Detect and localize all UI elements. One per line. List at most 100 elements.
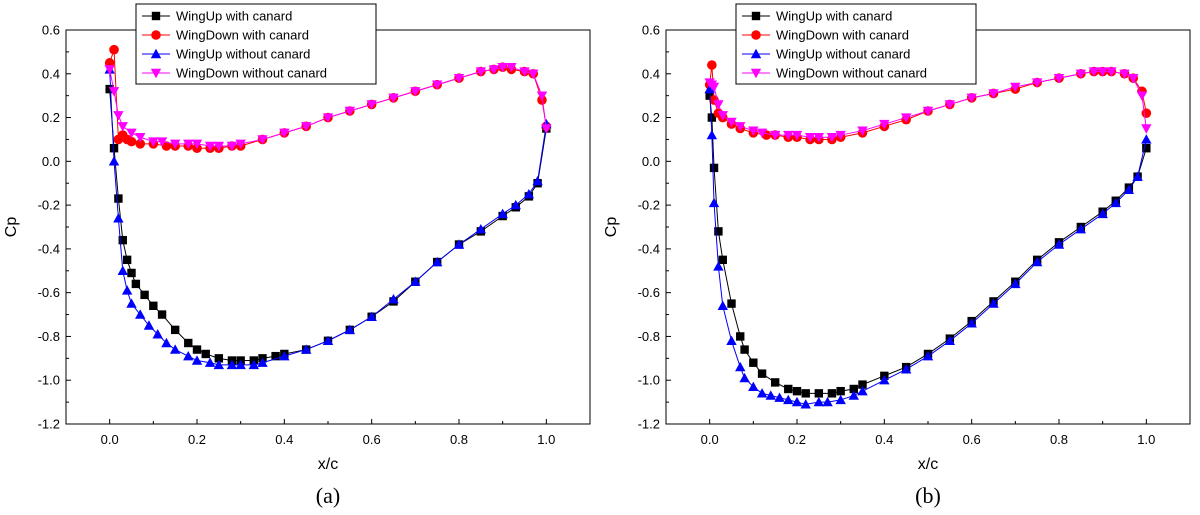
- x-tick-label: 0.2: [188, 432, 206, 447]
- series-square: [105, 84, 551, 365]
- data-point: [784, 384, 793, 394]
- x-tick-label: 0.0: [101, 432, 119, 447]
- data-point: [704, 83, 715, 94]
- data-point: [827, 389, 837, 398]
- data-point: [748, 126, 759, 136]
- data-point: [857, 385, 868, 396]
- x-tick-label: 0.6: [363, 432, 381, 447]
- y-tick-label: -1.2: [38, 417, 60, 432]
- data-point: [117, 122, 128, 132]
- data-point: [1142, 144, 1151, 153]
- y-tick-label: -0.8: [638, 329, 660, 344]
- data-point: [1119, 69, 1130, 79]
- data-point: [726, 117, 737, 128]
- x-axis-title: x/c: [318, 456, 338, 473]
- data-point: [822, 396, 833, 407]
- data-point: [879, 119, 890, 130]
- series-triangle-up: [104, 64, 552, 370]
- data-point: [121, 285, 133, 295]
- data-point: [248, 359, 259, 370]
- data-point: [749, 358, 758, 367]
- x-tick-label: 0.4: [275, 432, 293, 447]
- data-point: [1088, 67, 1100, 77]
- data-point: [366, 100, 377, 110]
- data-point: [213, 141, 225, 152]
- data-point: [523, 188, 535, 199]
- data-point: [300, 122, 312, 132]
- legend-marker: [750, 48, 762, 59]
- x-tick-label: 1.0: [537, 432, 555, 447]
- data-point: [157, 310, 167, 319]
- data-point: [184, 338, 193, 348]
- plot-frame: [65, 29, 591, 425]
- data-point: [1053, 239, 1065, 249]
- data-point: [713, 261, 724, 271]
- legend-label: WingDown with canard: [176, 28, 309, 43]
- data-point: [135, 139, 146, 149]
- data-point: [944, 100, 956, 110]
- data-point: [506, 63, 517, 73]
- data-point: [497, 63, 508, 73]
- data-point: [879, 375, 890, 385]
- data-point: [453, 73, 465, 84]
- data-point: [718, 255, 727, 265]
- data-point: [122, 255, 132, 265]
- data-point: [1097, 208, 1108, 219]
- data-point: [765, 390, 776, 400]
- data-point: [497, 208, 508, 219]
- x-tick-label: 0.0: [701, 432, 719, 447]
- data-point: [735, 361, 746, 372]
- chart-a: 0.6 0.4 0.2 0.0 -0.2 -0.4 -0.6 -0.8 -1.0 -1.2 0.0 0…: [3, 3, 591, 508]
- data-point: [783, 394, 794, 405]
- data-point: [271, 351, 280, 361]
- legend-marker: [150, 68, 162, 79]
- legend: WingUp with canard WingDown with canard Wi…: [735, 3, 977, 85]
- data-point: [709, 163, 719, 173]
- data-point: [388, 93, 399, 104]
- data-point: [717, 111, 728, 121]
- data-point: [836, 386, 845, 396]
- data-point: [431, 80, 443, 90]
- data-point: [1075, 69, 1087, 79]
- data-point: [192, 345, 202, 354]
- chart-b: 0.6 0.4 0.2 0.0 -0.2 -0.4 -0.6 -0.8 -1.0 -1.2 0.0 0…: [603, 3, 1191, 508]
- data-point: [183, 139, 194, 150]
- data-point: [791, 130, 803, 141]
- data-point: [143, 320, 155, 330]
- data-point: [126, 136, 137, 147]
- data-point: [105, 84, 114, 94]
- data-point: [191, 139, 203, 150]
- data-point: [739, 372, 750, 383]
- data-point: [714, 227, 723, 236]
- y-tick-label: 0.4: [642, 66, 660, 81]
- y-tick-label: 0.0: [642, 154, 660, 169]
- data-point: [113, 213, 124, 223]
- legend-label: WingUp without canard: [176, 47, 310, 62]
- y-tick-label: 0.0: [42, 154, 60, 169]
- chart-panel-a: 0.6 0.4 0.2 0.0 -0.2 -0.4 -0.6 -0.8 -1.0 -1.2 0.0 0…: [3, 3, 591, 508]
- y-axis-title: Cp: [3, 217, 20, 238]
- data-point: [800, 399, 811, 409]
- data-point: [757, 369, 767, 378]
- data-point: [706, 129, 718, 140]
- series-line: [109, 69, 547, 366]
- data-point: [126, 128, 137, 139]
- data-point: [770, 378, 780, 387]
- data-point: [736, 332, 745, 341]
- data-point: [783, 130, 794, 141]
- data-point: [519, 67, 530, 77]
- series-triangle-down: [104, 63, 552, 152]
- legend-box: [735, 3, 977, 85]
- data-point: [322, 113, 334, 123]
- data-point: [226, 141, 238, 152]
- data-point: [900, 364, 912, 374]
- data-point: [214, 354, 224, 363]
- data-point: [114, 194, 123, 203]
- y-tick-label: 0.2: [42, 110, 60, 125]
- y-tick-label: 0.6: [42, 23, 60, 38]
- y-tick-label: 0.2: [642, 110, 660, 125]
- data-point: [156, 137, 168, 147]
- y-tick-label: -0.2: [38, 198, 60, 213]
- series-line: [709, 95, 1147, 394]
- data-point: [135, 133, 146, 143]
